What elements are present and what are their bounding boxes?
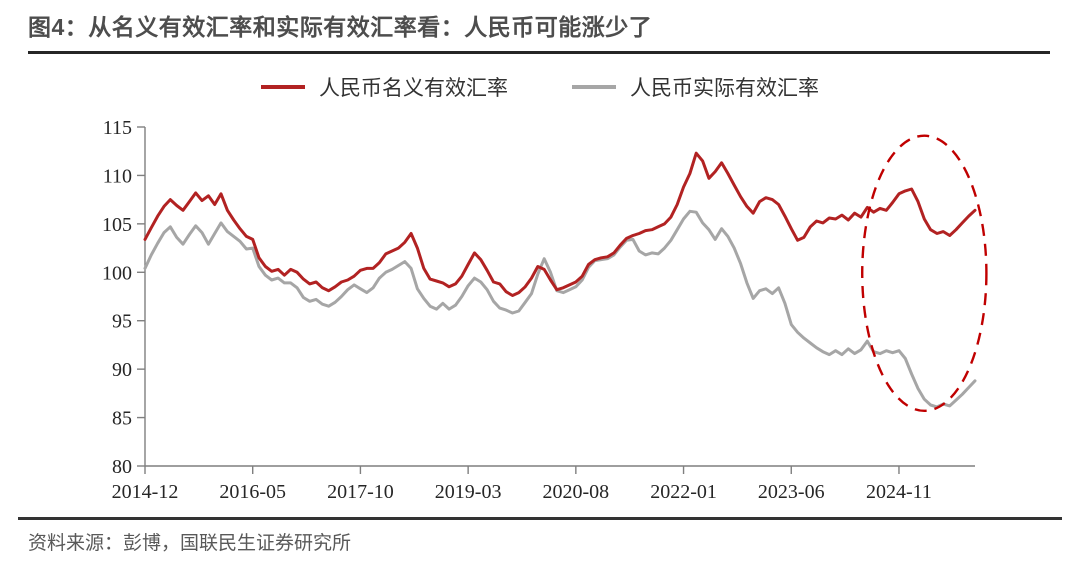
x-tick-label: 2016-05	[219, 481, 286, 503]
chart-svg: 80 85 90 95 100 105 110 115 2014-12 2016-05 2017-1…	[102, 117, 988, 503]
x-tick-label: 2014-12	[112, 481, 179, 503]
figure-title: 图4：从名义有效汇率和实际有效汇率看：人民币可能涨少了	[28, 14, 653, 40]
y-tick-label: 110	[103, 165, 132, 187]
y-tick-label: 95	[112, 311, 132, 333]
x-tick-label: 2019-03	[435, 481, 502, 503]
nominal-series-line	[143, 151, 977, 297]
nominal-line-swatch	[261, 85, 305, 89]
x-tick-label: 2023-06	[758, 481, 825, 503]
y-tick-label: 115	[103, 117, 132, 139]
figure-header: 图4：从名义有效汇率和实际有效汇率看：人民币可能涨少了	[28, 8, 1050, 54]
y-tick-label: 105	[102, 214, 132, 236]
x-tick-label: 2020-08	[543, 481, 610, 503]
source-note: 资料来源：彭博，国联民生证券研究所	[28, 533, 352, 554]
x-tick-label: 2024-11	[866, 481, 932, 503]
highlight-ellipse	[861, 134, 988, 412]
real-line-swatch	[572, 85, 616, 89]
legend-item-nominal: 人民币名义有效汇率	[261, 72, 508, 102]
y-tick-label: 80	[112, 456, 132, 478]
x-tick-label: 2022-01	[650, 481, 717, 503]
chart-legend: 人民币名义有效汇率 人民币实际有效汇率	[0, 72, 1080, 102]
legend-label-nominal: 人民币名义有效汇率	[319, 76, 508, 100]
legend-label-real: 人民币实际有效汇率	[630, 76, 819, 100]
y-tick-label: 85	[112, 408, 132, 430]
source-block: 资料来源：彭博，国联民生证券研究所	[18, 517, 1062, 555]
real-series-line	[143, 209, 977, 409]
y-tick-label: 100	[102, 262, 132, 284]
legend-item-real: 人民币实际有效汇率	[572, 72, 819, 102]
x-tick-label: 2017-10	[327, 481, 394, 503]
chart-area: 80 85 90 95 100 105 110 115 2014-12 2016-05 2017-1…	[0, 108, 1080, 510]
y-tick-label: 90	[112, 359, 132, 381]
